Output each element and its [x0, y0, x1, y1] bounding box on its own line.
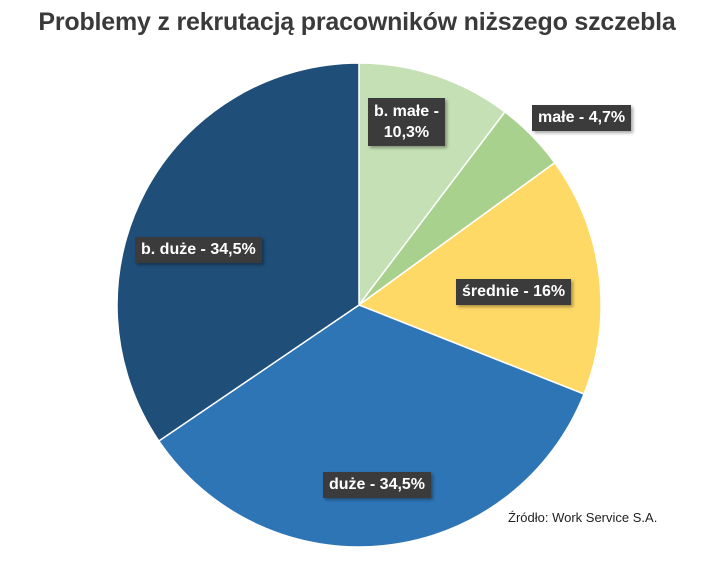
data-label-b-duze: b. duże - 34,5% [135, 237, 262, 263]
data-label-duze: duże - 34,5% [323, 472, 432, 498]
pie-slice-3 [157, 304, 585, 548]
data-label-srednie: średnie - 16% [456, 279, 572, 305]
source-note: Źródło: Work Service S.A. [508, 510, 658, 525]
chart-title: Problemy z rekrutacją pracowników niższe… [38, 8, 676, 36]
data-label-male: małe - 4,7% [532, 105, 632, 131]
pie-slice-2 [357, 161, 602, 396]
data-label-b-male: b. małe - 10,3% [368, 98, 445, 146]
